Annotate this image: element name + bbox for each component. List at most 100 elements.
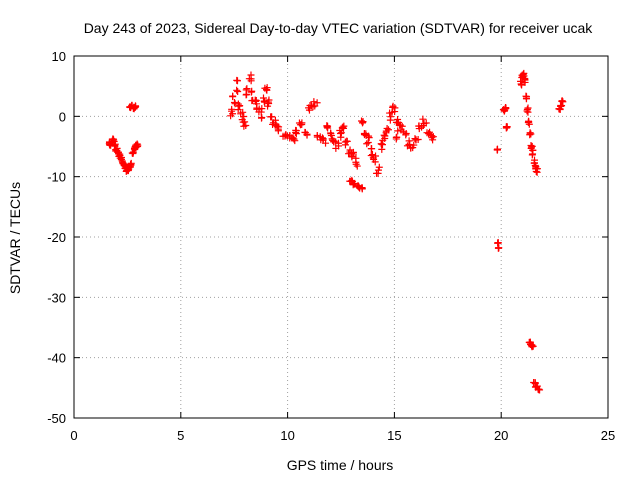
data-point — [341, 141, 349, 149]
data-point — [381, 135, 389, 143]
data-point — [233, 77, 241, 85]
data-point — [257, 114, 265, 122]
data-point — [428, 134, 436, 142]
data-point — [230, 99, 238, 107]
y-tick-label: -20 — [47, 230, 66, 245]
data-point — [283, 132, 291, 140]
x-tick-label: 15 — [387, 428, 401, 443]
data-point — [557, 102, 565, 110]
data-point — [264, 102, 272, 110]
data-point — [234, 87, 242, 95]
y-tick-label: -10 — [47, 170, 66, 185]
data-point — [348, 152, 356, 160]
data-point — [373, 169, 381, 177]
data-point — [386, 109, 394, 117]
data-point — [528, 343, 536, 351]
data-point — [523, 107, 531, 115]
data-point — [528, 151, 536, 159]
data-point — [233, 86, 241, 94]
data-point — [415, 125, 423, 133]
data-point — [422, 119, 430, 127]
data-point — [368, 145, 376, 153]
data-point — [247, 71, 255, 79]
data-point — [117, 156, 125, 164]
data-point — [394, 127, 402, 135]
data-point — [359, 118, 367, 126]
data-point — [292, 127, 300, 135]
data-point — [530, 378, 538, 386]
data-point — [339, 123, 347, 131]
data-point — [129, 148, 137, 156]
data-point — [503, 123, 511, 131]
data-point — [133, 140, 141, 148]
grid-layer — [74, 56, 608, 418]
data-point — [242, 91, 250, 99]
data-point — [251, 96, 259, 104]
data-point — [398, 122, 406, 130]
data-point — [227, 112, 235, 120]
data-point — [257, 108, 265, 116]
data-point — [349, 181, 357, 189]
data-point — [372, 152, 380, 160]
data-point — [234, 100, 242, 108]
data-point — [352, 158, 360, 166]
data-point — [535, 385, 543, 393]
data-point — [349, 148, 357, 156]
data-point — [411, 135, 419, 143]
data-point — [353, 162, 361, 170]
data-point — [365, 134, 373, 142]
data-point — [527, 142, 535, 150]
data-point — [525, 120, 533, 128]
data-point — [526, 130, 534, 138]
data-point — [360, 131, 368, 139]
data-point — [243, 85, 251, 93]
data-point — [410, 141, 418, 149]
data-point — [265, 96, 273, 104]
data-point — [335, 142, 343, 150]
chart-title: Day 243 of 2023, Sidereal Day-to-day VTE… — [84, 20, 594, 36]
data-point — [495, 244, 503, 252]
data-point — [423, 129, 431, 137]
data-point — [364, 138, 372, 146]
data-point — [519, 70, 527, 78]
data-point — [407, 144, 415, 152]
data-point — [239, 108, 247, 116]
data-point — [521, 74, 529, 82]
data-point — [240, 113, 248, 121]
data-point — [310, 98, 318, 106]
x-tick-label: 10 — [280, 428, 294, 443]
data-point — [523, 93, 531, 101]
y-axis-label: SDTVAR / TECUs — [7, 182, 23, 294]
data-point — [533, 165, 541, 173]
data-point — [109, 135, 117, 143]
data-point — [368, 151, 376, 159]
data-point — [389, 102, 397, 110]
y-tick-label: 10 — [52, 49, 66, 64]
point-layer — [105, 69, 567, 394]
data-point — [377, 140, 385, 148]
data-point — [358, 184, 366, 192]
data-point — [329, 136, 337, 144]
data-point — [358, 117, 366, 125]
data-point — [386, 116, 394, 124]
data-point — [429, 133, 437, 141]
data-point — [336, 130, 344, 138]
data-point — [267, 113, 275, 121]
x-tick-label: 0 — [70, 428, 77, 443]
data-point — [375, 163, 383, 171]
data-point — [288, 134, 296, 142]
x-axis-label: GPS time / hours — [287, 457, 394, 473]
data-point — [419, 115, 427, 123]
data-point — [311, 102, 319, 110]
data-point — [363, 140, 371, 148]
data-point — [298, 120, 306, 128]
data-point — [558, 97, 566, 105]
data-point — [228, 107, 236, 115]
plot-frame — [73, 55, 609, 419]
data-point — [263, 86, 271, 94]
data-point — [529, 342, 537, 350]
data-point — [241, 118, 249, 126]
data-point — [327, 130, 335, 138]
data-point — [273, 122, 281, 130]
